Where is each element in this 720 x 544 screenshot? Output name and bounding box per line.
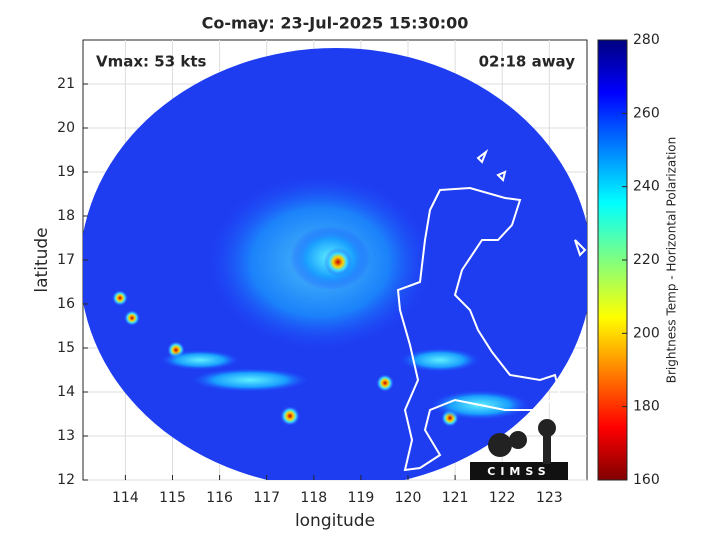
colorbar-tick-label: 240 bbox=[633, 179, 660, 195]
y-tick-label: 18 bbox=[57, 208, 75, 224]
colorbar-tick-label: 280 bbox=[633, 32, 660, 48]
y-axis-label: latitude bbox=[32, 227, 52, 292]
colorbar-tick-label: 180 bbox=[633, 399, 660, 415]
x-tick-label: 116 bbox=[206, 490, 233, 506]
axes: 114 115 116 117 118 119 120 121 122 123 12 13 14 15 16… bbox=[57, 76, 563, 506]
y-tick-label: 21 bbox=[57, 76, 75, 92]
chart-title: Co-may: 23-Jul-2025 15:30:00 bbox=[202, 14, 469, 33]
y-tick-label: 17 bbox=[57, 252, 75, 268]
y-tick-label: 20 bbox=[57, 120, 75, 136]
x-tick-label: 118 bbox=[300, 490, 327, 506]
logo-text: CIMSS bbox=[487, 465, 550, 478]
y-tick-label: 13 bbox=[57, 428, 75, 444]
y-tick-label: 15 bbox=[57, 340, 75, 356]
logo: CIMSS bbox=[470, 419, 568, 480]
imagery bbox=[83, 48, 587, 480]
x-axis-label: longitude bbox=[295, 511, 375, 531]
vmax-annotation: Vmax: 53 kts bbox=[96, 53, 206, 71]
x-tick-label: 119 bbox=[348, 490, 375, 506]
x-tick-label: 115 bbox=[159, 490, 186, 506]
y-tick-label: 14 bbox=[57, 384, 75, 400]
y-tick-label: 19 bbox=[57, 164, 75, 180]
x-tick-label: 117 bbox=[253, 490, 280, 506]
x-tick-label: 123 bbox=[536, 490, 563, 506]
time-annotation: 02:18 away bbox=[479, 53, 576, 71]
colorbar-tick-label: 160 bbox=[633, 472, 660, 488]
y-tick-label: 16 bbox=[57, 296, 75, 312]
y-tick-label: 12 bbox=[57, 472, 75, 488]
x-tick-label: 114 bbox=[112, 490, 139, 506]
x-tick-label: 120 bbox=[395, 490, 422, 506]
colorbar-tick-label: 220 bbox=[633, 252, 660, 268]
x-tick-label: 122 bbox=[489, 490, 516, 506]
colorbar-label: Brightness Temp - Horizontal Polarizatio… bbox=[665, 137, 679, 384]
colorbar-tick-label: 260 bbox=[633, 105, 660, 121]
x-tick-label: 121 bbox=[442, 490, 469, 506]
colorbar-tick-label: 200 bbox=[633, 325, 660, 341]
